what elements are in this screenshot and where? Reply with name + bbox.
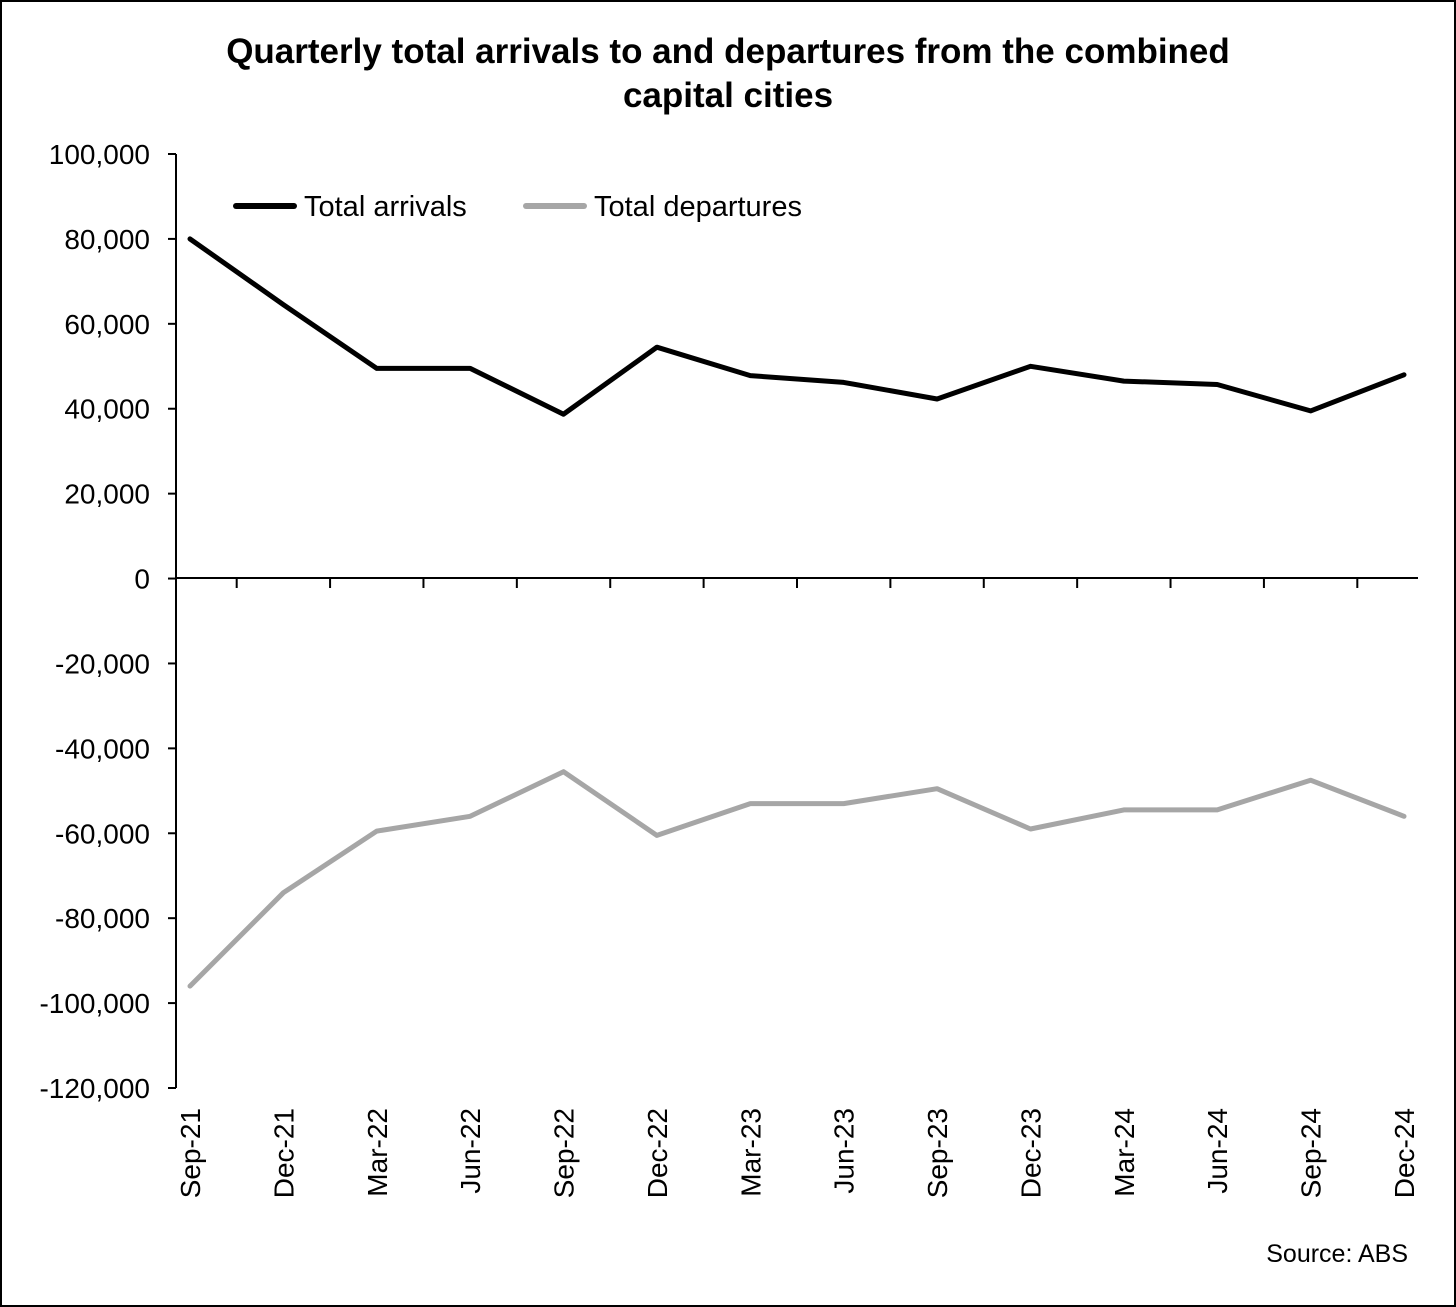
x-tick-label: Mar-23 [735, 1108, 766, 1197]
axes: 100,000 80,000 60,000 40,000 20,000 0 -20,000 -… [39, 139, 1420, 1198]
y-tick-label: 40,000 [64, 394, 150, 425]
chart-title-line-1: Quarterly total arrivals to and departur… [226, 32, 1230, 71]
x-tick-label: Sep-23 [922, 1108, 953, 1198]
series-layer [187, 236, 1407, 989]
x-tick-label: Dec-22 [642, 1108, 673, 1198]
legend-label: Total departures [594, 191, 802, 223]
x-tick-label: Dec-21 [268, 1108, 299, 1198]
y-tick-label: -40,000 [55, 733, 150, 764]
y-tick-label: 100,000 [49, 139, 150, 170]
y-tick-label: 80,000 [64, 224, 150, 255]
source-note: Source: ABS [1266, 1240, 1408, 1268]
x-tick-label: Jun-24 [1202, 1108, 1233, 1194]
x-tick-label: Mar-22 [362, 1108, 393, 1197]
y-tick-label: 60,000 [64, 309, 150, 340]
x-tick-label: Jun-22 [455, 1108, 486, 1194]
x-tick-label: Dec-24 [1389, 1108, 1420, 1198]
x-tick-label: Sep-21 [175, 1108, 206, 1198]
x-tick-label: Mar-24 [1109, 1108, 1140, 1197]
x-tick-label: Jun-23 [829, 1108, 860, 1194]
x-tick-label: Sep-24 [1296, 1108, 1327, 1198]
y-tick-label: 0 [134, 564, 150, 595]
legend-label: Total arrivals [304, 191, 467, 223]
series-line-total-arrivals [187, 236, 1407, 417]
y-tick-label: 20,000 [64, 479, 150, 510]
x-tick-label: Dec-23 [1015, 1108, 1046, 1198]
y-tick-label: -120,000 [39, 1073, 150, 1104]
legend: Total arrivals Total departures [233, 191, 802, 223]
chart-title-line-2: capital cities [622, 76, 834, 115]
x-tick-label: Sep-22 [549, 1108, 580, 1198]
y-tick-label: -60,000 [55, 818, 150, 849]
y-tick-label: -80,000 [55, 903, 150, 934]
chart-title: Quarterly total arrivals to and departur… [0, 30, 1456, 118]
y-tick-label: -100,000 [39, 988, 150, 1019]
y-tick-label: -20,000 [55, 648, 150, 679]
series-line-total-departures [187, 769, 1407, 989]
